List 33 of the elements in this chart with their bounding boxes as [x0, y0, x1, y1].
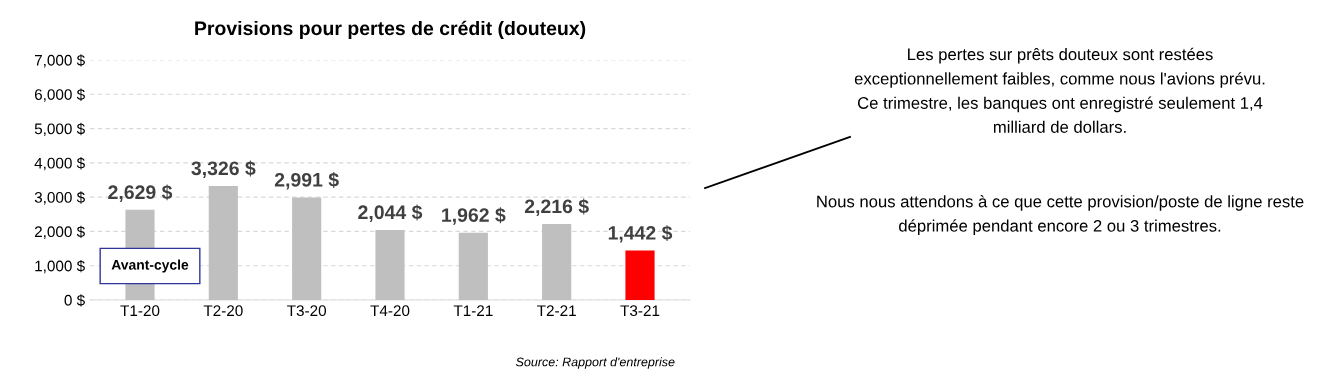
x-tick-label: T1-21: [453, 305, 493, 316]
y-tick-label: 2,000 $: [34, 225, 85, 239]
bar: [625, 250, 655, 300]
x-tick-label: T4-20: [370, 305, 410, 317]
data-label: 2,044 $: [358, 204, 423, 222]
y-tick-label: 4,000 $: [34, 157, 85, 171]
data-label: 1,962 $: [442, 207, 506, 225]
y-tick-label: 7,000 $: [34, 54, 85, 68]
source-note: Source: Rapport d'entreprise: [515, 357, 675, 369]
bar: [458, 232, 488, 300]
data-label: 2,991 $: [274, 172, 339, 190]
text: Les pertes sur prêts douteux sont restées exceptionnellement faibles, comme nous l'avions prévu. Ce trimestre, les banques ont enregistré seulement 1,4 milliard de dollars.: [854, 47, 1265, 133]
y-tick-label: 0 $: [64, 294, 85, 307]
y-tick-label: 3,000 $: [34, 191, 85, 205]
data-label: 2,216 $: [524, 198, 589, 217]
bar: [292, 197, 322, 300]
data-label: 2,629 $: [108, 184, 173, 202]
bar: [208, 185, 238, 300]
data-label: 3,326 $: [191, 160, 256, 178]
y-tick-label: 6,000 $: [34, 88, 85, 102]
annotation: Avant-cycle: [111, 259, 189, 273]
x-tick-label: T1-20: [120, 305, 160, 317]
x-tick-label: T3-20: [287, 305, 327, 317]
x-tick-label: T2-20: [203, 305, 243, 317]
x-tick-label: T2-21: [537, 305, 576, 316]
bar: [375, 229, 405, 300]
chart-title: Provisions pour pertes de crédit (douteux): [195, 20, 586, 40]
text: Nous nous attendons à ce que cette provision/poste de ligne reste déprimée pendant encore 2 ou 3 trimestres.: [817, 194, 1304, 236]
data-label: 1,442 $: [608, 225, 673, 243]
y-tick-label: 1,000 $: [35, 259, 85, 274]
bar: [542, 224, 572, 300]
y-tick-label: 5,000 $: [34, 122, 85, 137]
x-tick-label: T3-21: [620, 305, 660, 317]
